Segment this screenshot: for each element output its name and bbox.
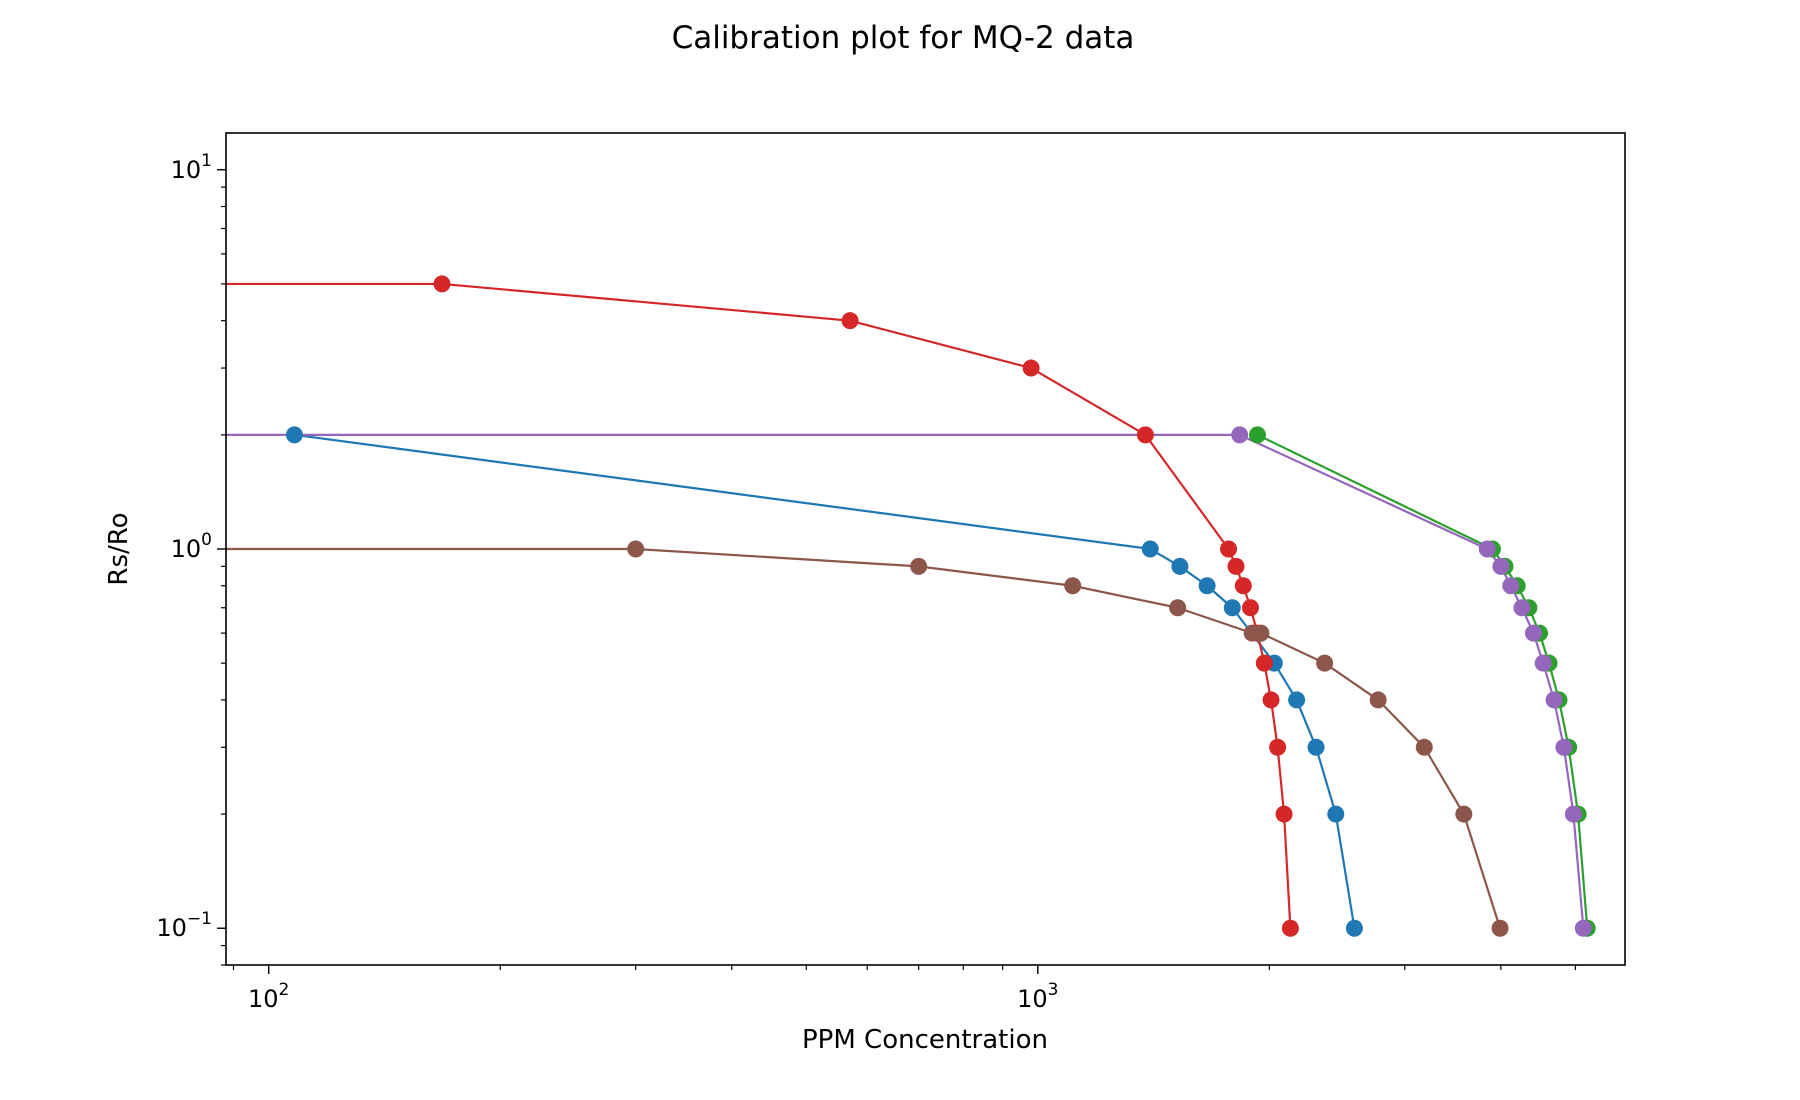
series-0-point — [1171, 557, 1189, 575]
series-0-point — [1345, 919, 1363, 937]
series-2-point — [1248, 426, 1266, 444]
series-3-point — [1574, 919, 1592, 937]
series-1-point — [1227, 557, 1245, 575]
series-4-point — [910, 557, 928, 575]
series-1-point — [1234, 577, 1252, 595]
series-1-point — [1269, 738, 1287, 756]
series-1-point — [1262, 691, 1280, 709]
series-1-point — [1022, 359, 1040, 377]
series-line-4 — [226, 547, 1502, 929]
y-axis-label: Rs/Ro — [104, 512, 134, 585]
series-1-point — [1241, 599, 1259, 617]
points-layer — [285, 275, 1596, 937]
y-tick-label: 101 — [171, 151, 212, 184]
series-1-point — [433, 275, 451, 293]
series-4-point — [1491, 919, 1509, 937]
series-layer — [226, 282, 1589, 929]
series-3-point — [1545, 691, 1563, 709]
series-3-point — [1513, 599, 1531, 617]
ticks: 102 103 10−1 100 101 — [156, 151, 1577, 1013]
series-line-1 — [226, 282, 1292, 929]
series-line-3 — [226, 433, 1585, 929]
series-0-point — [1307, 738, 1325, 756]
y-tick-label: 10−1 — [156, 909, 212, 942]
series-line-2 — [1256, 433, 1589, 929]
series-4-point — [1169, 599, 1187, 617]
series-4-point — [1064, 577, 1082, 595]
series-0-point — [1141, 540, 1159, 558]
x-axis-label: PPM Concentration — [802, 1025, 1048, 1055]
series-3-point — [1564, 805, 1582, 823]
series-1-point — [1220, 540, 1238, 558]
series-0-point — [1198, 577, 1216, 595]
series-4-point — [1369, 691, 1387, 709]
series-0-point — [285, 426, 303, 444]
series-1-point — [1136, 426, 1154, 444]
series-4-point — [1316, 654, 1334, 672]
series-1-point — [841, 312, 859, 330]
series-3-point — [1524, 624, 1542, 642]
series-4-point — [1415, 738, 1433, 756]
series-0-point — [1223, 599, 1241, 617]
series-3-point — [1231, 426, 1249, 444]
series-3-point — [1492, 557, 1510, 575]
series-1-point — [1281, 919, 1299, 937]
y-tick-label: 100 — [171, 530, 212, 563]
series-0-point — [1327, 805, 1345, 823]
series-1-point — [1255, 654, 1273, 672]
x-tick-label: 102 — [248, 980, 289, 1013]
series-3-point — [1555, 738, 1573, 756]
series-3-point — [1534, 654, 1552, 672]
chart-title: Calibration plot for MQ-2 data — [672, 20, 1135, 56]
series-line-0 — [294, 433, 1356, 929]
series-0-point — [1288, 691, 1306, 709]
series-4-point — [1252, 624, 1270, 642]
series-1-point — [1275, 805, 1293, 823]
x-tick-label: 103 — [1017, 980, 1058, 1013]
series-3-point — [1478, 540, 1496, 558]
series-4-point — [627, 540, 645, 558]
series-3-point — [1502, 577, 1520, 595]
series-4-point — [1455, 805, 1473, 823]
plot-frame — [225, 132, 1626, 966]
